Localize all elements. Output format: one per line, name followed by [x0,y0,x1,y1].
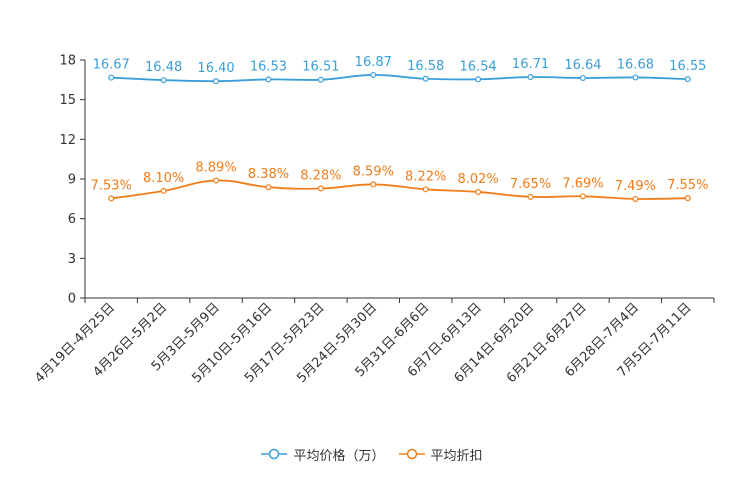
data-point [475,188,482,195]
data-point [579,193,586,200]
series-line-0 [111,74,688,83]
data-point [160,187,167,194]
data-label: 16.40 [197,61,234,76]
data-label: 16.71 [512,57,549,72]
data-point [422,75,429,82]
legend-label-price: 平均价格（万） [293,448,385,464]
data-label: 8.22% [405,169,446,184]
y-tick-label: 12 [59,133,76,148]
chart-axes: 03691215184月19日-4月25日4月26日-5月2日5月3日-5月9日… [32,54,715,386]
data-label: 16.87 [355,55,392,70]
data-label: 16.55 [669,59,706,74]
data-point [579,74,586,81]
data-label: 8.89% [195,160,236,175]
data-point [527,74,534,81]
data-point [213,78,220,85]
data-label: 8.28% [300,169,341,184]
data-point [160,77,167,84]
data-label: 16.51 [302,60,339,75]
y-tick-label: 9 [68,173,76,188]
data-label: 16.67 [93,58,130,73]
series-line-1 [111,179,688,200]
data-point [370,181,377,188]
y-tick-label: 18 [59,54,76,69]
data-label: 16.64 [564,58,601,73]
data-label: 8.59% [353,164,394,179]
data-point [317,76,324,83]
y-tick-label: 0 [68,292,76,307]
legend-swatch-price-icon [261,448,288,460]
data-label: 16.53 [250,59,287,74]
series-1: 7.53% 8.10% 8.89% 8.38% 8.28% 8.59% 8.22% 8.02%… [91,160,708,202]
data-point [475,76,482,83]
data-point [317,185,324,192]
data-label: 8.02% [457,172,498,187]
data-point [684,76,691,83]
y-tick-label: 6 [68,212,76,227]
data-label: 16.58 [407,59,444,74]
legend-swatch-discount-icon [398,448,425,460]
data-point [108,195,115,202]
legend-item-price[interactable]: 平均价格（万） [261,445,385,464]
data-label: 16.48 [145,60,182,75]
line-chart: 03691215184月19日-4月25日4月26日-5月2日5月3日-5月9日… [32,54,715,386]
data-label: 7.65% [510,177,551,192]
data-label: 7.69% [562,176,603,191]
data-point [265,184,272,191]
data-point [370,71,377,78]
chart-legend: 平均价格（万） 平均折扣 [0,444,744,464]
data-point [632,195,639,202]
data-point [422,186,429,193]
legend-label-discount: 平均折扣 [430,448,483,464]
data-point [527,193,534,200]
data-label: 7.55% [667,178,708,193]
data-point [684,195,691,202]
data-label: 7.49% [615,179,656,194]
series-0: 16.67 16.48 16.40 16.53 16.51 16.87 16.58 16.54… [93,55,706,85]
data-label: 7.53% [91,178,132,193]
data-point [108,74,115,81]
y-tick-label: 3 [68,252,76,267]
data-label: 8.38% [248,167,289,182]
data-label: 16.68 [617,57,654,72]
chart-series: 16.67 16.48 16.40 16.53 16.51 16.87 16.58 16.54… [91,55,708,202]
y-tick-label: 15 [59,93,76,108]
data-point [265,76,272,83]
data-label: 16.54 [460,59,497,74]
legend-item-discount[interactable]: 平均折扣 [398,445,483,464]
data-point [213,177,220,184]
data-label: 8.10% [143,171,184,186]
data-point [632,74,639,81]
